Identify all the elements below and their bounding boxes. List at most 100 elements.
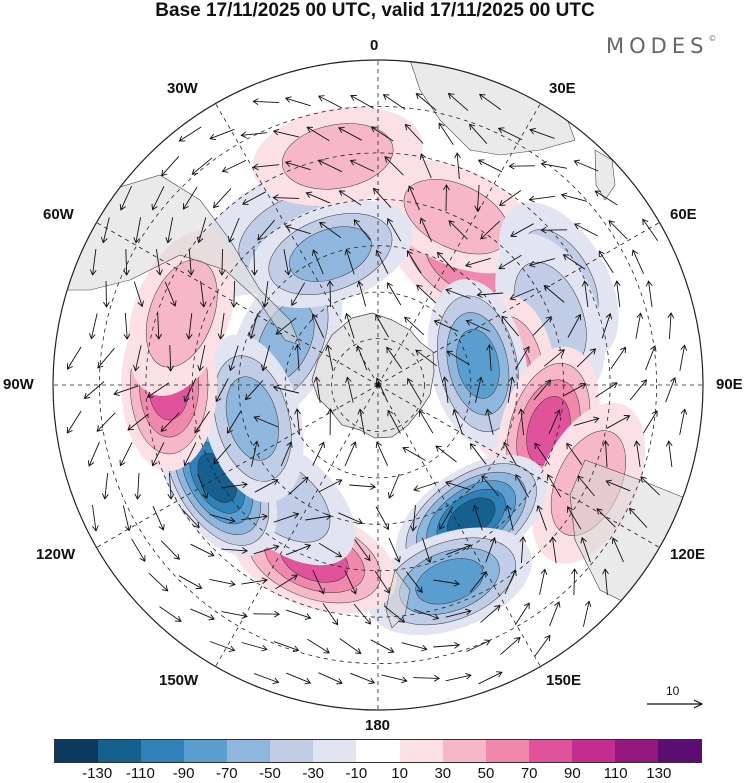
wind-arrow xyxy=(667,312,675,340)
wind-arrow xyxy=(372,187,392,208)
wind-arrow xyxy=(645,280,653,307)
colorbar-tick-label: -30 xyxy=(302,765,325,782)
wind-arrow xyxy=(445,672,472,682)
colorbar-swatch xyxy=(657,740,701,762)
wind-arrow xyxy=(508,162,536,170)
wind-arrow xyxy=(182,186,198,210)
wind-arrow xyxy=(89,313,98,340)
wind-arrow xyxy=(123,248,130,276)
wind-arrow xyxy=(253,544,280,555)
wind-arrow xyxy=(384,156,404,176)
graticule xyxy=(53,60,703,710)
wind-arrow xyxy=(573,223,599,237)
colorbar-swatch xyxy=(227,740,271,762)
wind-arrow xyxy=(344,441,357,467)
wind-arrow xyxy=(257,219,276,241)
brand-text: MODES xyxy=(606,34,709,58)
wind-arrow xyxy=(567,313,582,338)
wind-arrow xyxy=(215,378,229,403)
colorbar-swatch xyxy=(270,740,314,762)
wind-arrow xyxy=(509,288,535,301)
wind-arrow xyxy=(209,514,236,524)
wind-arrow xyxy=(594,190,618,206)
label-lon-30e: 30E xyxy=(549,80,576,97)
wind-arrow xyxy=(528,195,556,203)
wind-arrow xyxy=(241,513,268,521)
wind-arrow xyxy=(416,284,437,304)
wind-arrow xyxy=(244,380,264,401)
wind-arrow xyxy=(230,280,238,308)
wind-arrow xyxy=(500,636,521,655)
wind-arrow xyxy=(415,349,437,367)
colorbar-tick-label: -50 xyxy=(259,765,281,782)
colorbar-swatch xyxy=(442,740,486,762)
wind-arrow xyxy=(519,536,527,564)
wind-arrow xyxy=(196,217,207,244)
wind-arrow xyxy=(354,539,371,562)
wind-arrow xyxy=(503,441,517,466)
colorbar-swatch xyxy=(614,740,658,762)
negative-anomaly xyxy=(367,527,532,636)
wind-arrow xyxy=(326,280,334,308)
wind-arrow xyxy=(227,410,242,434)
wind-arrow xyxy=(190,543,215,557)
wind-arrow xyxy=(327,408,334,436)
wind-arrow xyxy=(122,505,132,532)
colorbar-tick-label: 90 xyxy=(564,765,581,782)
wind-arrow xyxy=(209,641,236,653)
wind-arrow xyxy=(133,217,142,244)
wind-arrow xyxy=(87,441,100,467)
wind-arrow xyxy=(164,281,177,307)
parallel-circle xyxy=(238,245,518,525)
wind-arrow xyxy=(642,218,659,241)
wind-arrow xyxy=(306,126,330,142)
colorbar-tick-label: 130 xyxy=(646,765,672,782)
wind-arrow xyxy=(155,249,163,276)
wind-arrow xyxy=(322,603,339,626)
wind-arrow xyxy=(83,381,105,399)
wind-arrow xyxy=(387,473,400,499)
wind-arrow xyxy=(286,543,312,556)
wind-arrow xyxy=(562,383,587,397)
wind-arrow xyxy=(344,312,355,339)
wind-arrow xyxy=(435,445,457,463)
colorbar-swatch xyxy=(55,740,99,762)
wind-arrow xyxy=(272,194,300,202)
wind-arrow xyxy=(146,382,170,398)
colorbar-swatch xyxy=(528,740,572,762)
wind-arrow xyxy=(534,634,551,657)
wind-arrow xyxy=(665,440,673,467)
parallel-circle xyxy=(331,338,425,432)
wind-arrow xyxy=(252,98,280,105)
reference-vector-arrow xyxy=(647,699,704,709)
wind-arrow xyxy=(433,641,461,649)
wind-arrow xyxy=(635,312,644,339)
wind-arrow xyxy=(381,674,408,684)
wind-arrow xyxy=(101,473,109,500)
wind-arrow xyxy=(534,442,550,466)
meridian-line xyxy=(215,103,379,386)
wind-arrow xyxy=(89,249,97,276)
wind-arrow xyxy=(645,345,657,371)
wind-arrow xyxy=(103,280,110,308)
wind-arrow xyxy=(633,440,641,467)
anomaly-contour xyxy=(415,558,484,605)
wind-arrow xyxy=(284,96,311,107)
wind-arrow xyxy=(161,156,180,177)
wind-arrow xyxy=(92,505,99,532)
wind-arrow xyxy=(517,408,525,435)
colorbar-swatch xyxy=(313,740,357,762)
wind-arrow xyxy=(375,249,389,274)
wind-arrow xyxy=(404,316,425,336)
new-zealand-shape xyxy=(385,569,411,629)
wind-arrow xyxy=(539,568,548,595)
map-boundary xyxy=(52,59,704,711)
wind-arrow xyxy=(507,376,515,403)
wind-arrow xyxy=(596,508,616,528)
label-lon-120e: 120E xyxy=(670,546,706,563)
wind-arrow xyxy=(419,217,433,242)
anomaly-contour xyxy=(282,123,394,190)
wind-arrow xyxy=(387,282,402,306)
colorbar-swatch xyxy=(98,740,142,762)
wind-arrow xyxy=(307,638,330,654)
